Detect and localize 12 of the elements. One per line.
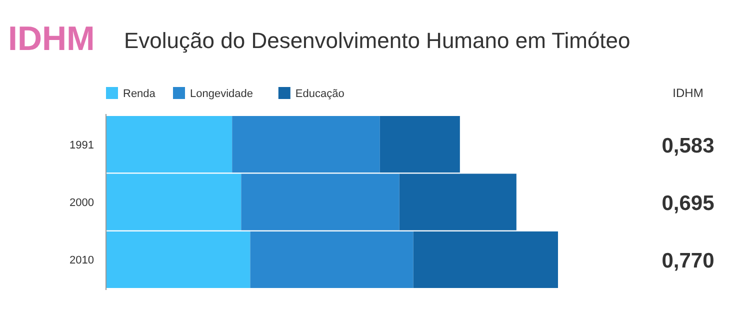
text: 0,770 (662, 250, 714, 273)
text: IDHM (672, 86, 704, 100)
y-tick-label: 2010 (70, 254, 94, 267)
text: 0,583 (662, 134, 714, 158)
y-tick-label: 1991 (70, 139, 94, 152)
legend-label: Educação (295, 88, 344, 100)
text: 0,695 (662, 192, 715, 215)
chart-title: Evolução do Desenvolvimento Humano em Timóteo (124, 28, 630, 53)
legend-label: Longevidade (190, 88, 254, 100)
legend-label: Renda (123, 88, 156, 100)
chart-subtitle: IDHM (8, 20, 95, 58)
y-tick-label: 2000 (70, 197, 94, 209)
